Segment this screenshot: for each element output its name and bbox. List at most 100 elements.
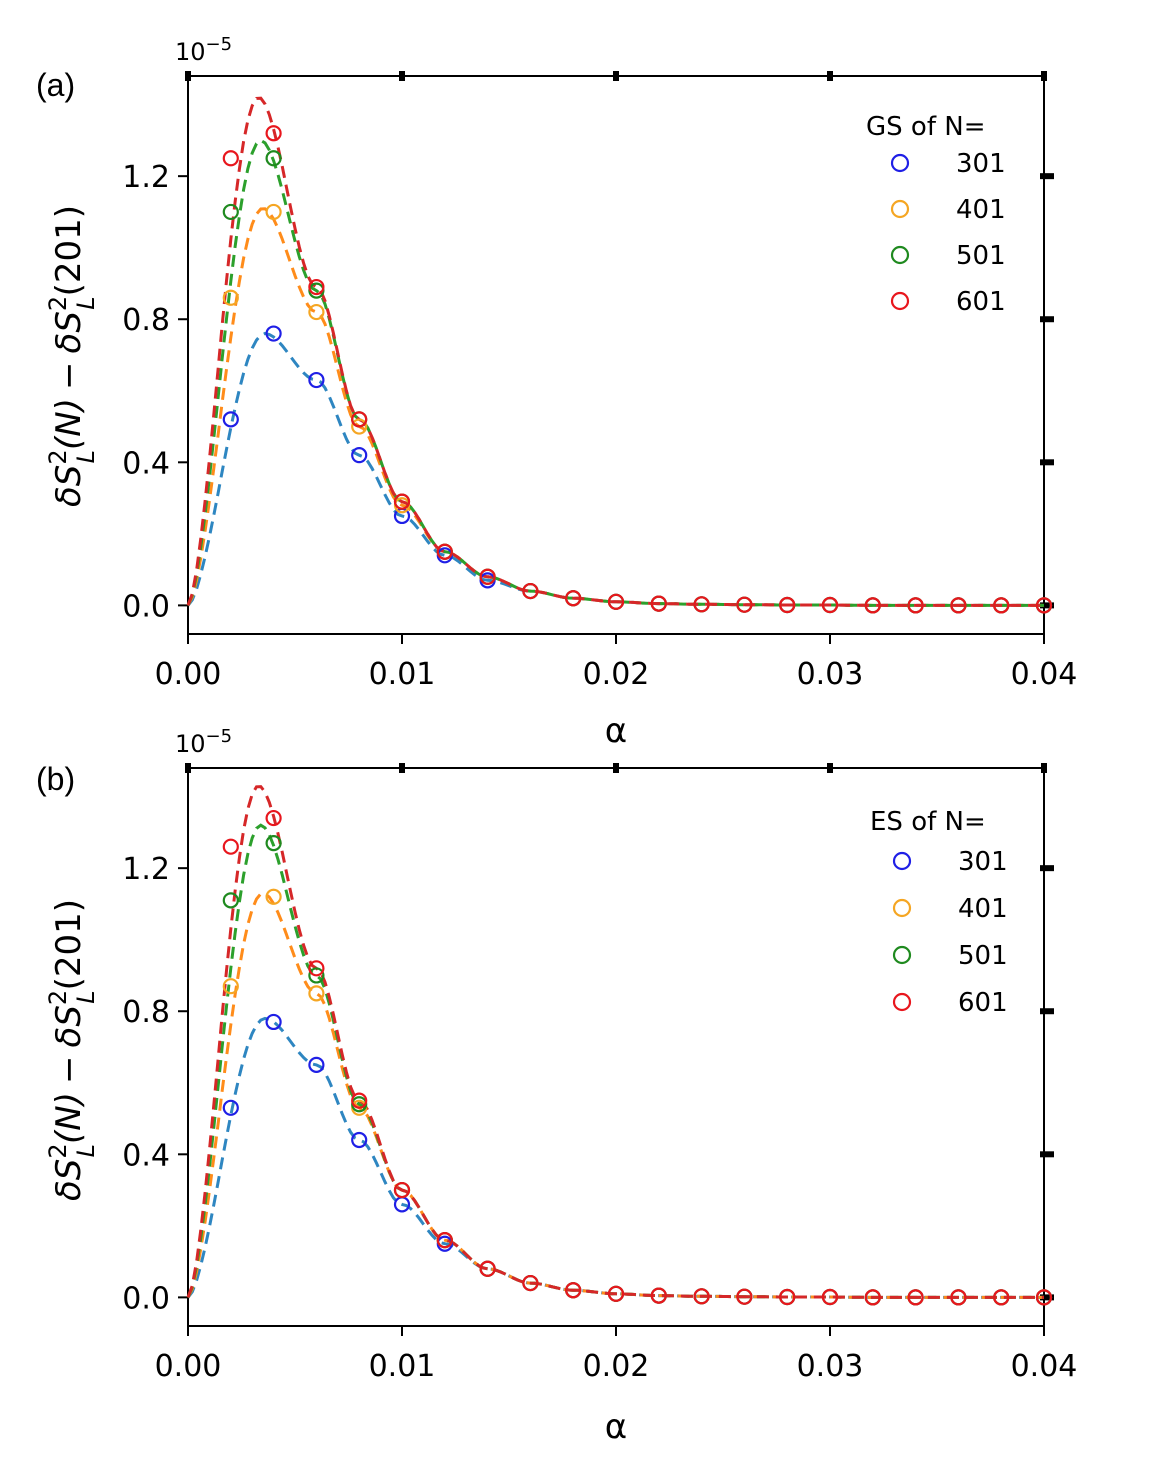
data-point-b-601-11	[693, 1288, 710, 1305]
legend-marker-b-401	[892, 898, 912, 918]
data-point-a-601-11	[693, 596, 710, 613]
fit-curve-b-301	[186, 1016, 1044, 1299]
plot-area-a: 0.00 0.01 0.02 0.03 0.04 0.0 0.4 0.8 1.2	[122, 71, 1077, 692]
data-point-a-601-6	[479, 568, 496, 585]
data-point-a-601-1	[265, 125, 282, 142]
x-tick-label-b-1: 0.01	[369, 1349, 436, 1384]
x-tick-label-b-4: 0.04	[1011, 1349, 1078, 1384]
data-point-b-401-0	[222, 978, 239, 995]
panel-label-a: (a)	[36, 67, 75, 103]
y-tick-label-a-1: 0.4	[122, 446, 170, 481]
y-tick-label-b-0: 0.0	[122, 1281, 170, 1316]
data-point-a-401-2	[308, 303, 325, 321]
legend-label-b-401: 401	[958, 894, 1008, 924]
data-point-a-401-1	[265, 203, 282, 221]
data-point-a-601-0	[222, 150, 239, 167]
plot-area-b: 0.00 0.01 0.02 0.03 0.04 0.0 0.4 0.8 1.2	[122, 763, 1077, 1384]
y-exponent-label-a: 10−5	[175, 34, 232, 66]
data-point-a-601-7	[522, 582, 539, 600]
data-point-b-601-3	[351, 1092, 368, 1109]
panel-b: (b) 10−5 δS2L(N)−δS2L(201) α 0.00 0.01 0.0…	[36, 726, 1077, 1447]
data-point-b-601-2	[308, 960, 325, 977]
legend-label-a-401: 401	[956, 195, 1006, 225]
legend-marker-a-301	[890, 153, 910, 173]
data-point-b-601-18	[993, 1289, 1010, 1306]
data-point-a-301-2	[308, 371, 325, 389]
data-point-a-601-13	[779, 596, 796, 614]
y-tick-label-a-3: 1.2	[122, 160, 170, 195]
data-point-a-601-18	[993, 597, 1010, 614]
data-point-b-601-1	[265, 809, 282, 827]
data-point-b-301-3	[351, 1131, 368, 1149]
fit-curve-a-301	[186, 331, 1044, 607]
y-tick-label-a-0: 0.0	[122, 589, 170, 624]
data-point-b-601-12	[736, 1288, 753, 1305]
data-point-b-601-15	[864, 1289, 881, 1306]
data-point-a-301-3	[351, 447, 368, 464]
data-point-b-601-16	[907, 1289, 924, 1306]
data-point-a-401-0	[222, 289, 239, 306]
data-point-b-501-2	[308, 967, 325, 984]
svg-text:δS2L(N)−δS2L(201): δS2L(N)−δS2L(201)	[44, 899, 100, 1201]
panel-label-b: (b)	[36, 761, 75, 797]
data-point-b-601-5	[436, 1232, 453, 1249]
data-point-a-601-15	[864, 597, 881, 614]
x-tick-label-a-4: 0.04	[1011, 657, 1078, 692]
y-tick-label-b-1: 0.4	[122, 1138, 170, 1173]
y-tick-label-b-3: 1.2	[122, 852, 170, 887]
legend-label-b-601: 601	[958, 988, 1008, 1018]
data-point-a-301-1	[265, 325, 282, 342]
legend-label-a-601: 601	[956, 287, 1006, 317]
legend-label-b-301: 301	[958, 847, 1008, 877]
data-point-a-601-5	[436, 543, 453, 560]
fit-curve-b-501	[186, 823, 1044, 1299]
legend-label-a-301: 301	[956, 149, 1006, 179]
data-point-a-601-16	[907, 597, 924, 614]
data-point-a-501-1	[265, 150, 282, 167]
legend-marker-b-501	[892, 945, 912, 965]
fit-curve-a-401	[186, 207, 1044, 607]
data-point-b-301-1	[265, 1013, 282, 1031]
y-tick-label-b-2: 0.8	[122, 995, 170, 1030]
data-point-b-601-14	[821, 1288, 839, 1306]
fit-curve-a-601	[186, 96, 1044, 607]
fit-curve-a-501	[186, 138, 1044, 607]
legend-a: GS of N= 301 401 501 601	[866, 112, 1006, 317]
data-point-b-601-13	[779, 1288, 796, 1306]
data-point-a-601-2	[308, 278, 325, 296]
data-point-b-301-2	[308, 1056, 325, 1073]
data-point-a-601-4	[393, 493, 411, 510]
data-point-b-501-1	[265, 835, 282, 852]
data-point-b-401-2	[308, 985, 325, 1002]
data-point-b-601-7	[522, 1274, 539, 1292]
data-point-a-301-0	[222, 411, 239, 428]
data-point-a-601-9	[607, 593, 625, 610]
data-point-b-601-8	[565, 1282, 582, 1299]
data-point-b-301-0	[222, 1099, 239, 1116]
data-point-a-401-3	[351, 418, 368, 435]
legend-marker-a-401	[890, 199, 910, 219]
x-tick-label-b-0: 0.00	[155, 1349, 222, 1384]
data-point-b-601-17	[950, 1289, 967, 1306]
svg-text:δS2L(N)−δS2L(201): δS2L(N)−δS2L(201)	[44, 205, 100, 507]
fit-curve-b-601	[186, 785, 1044, 1299]
x-tick-label-a-3: 0.03	[797, 657, 864, 692]
legend-marker-a-501	[890, 245, 910, 265]
x-tick-label-b-2: 0.02	[583, 1349, 650, 1384]
data-point-a-601-19	[1035, 597, 1053, 614]
data-point-b-601-10	[650, 1287, 667, 1304]
legend-label-b-501: 501	[958, 941, 1008, 971]
y-tick-label-a-2: 0.8	[122, 303, 170, 338]
x-tick-label-a-1: 0.01	[369, 657, 436, 692]
data-point-b-401-1	[265, 888, 282, 905]
panel-a: (a) 10−5 δS2L(N)−δS2L(201) α 0.00 0.01 0.0…	[36, 34, 1077, 751]
x-tick-label-a-2: 0.02	[583, 657, 650, 692]
legend-title-b: ES of N=	[870, 807, 986, 837]
x-axis-label-a: α	[605, 711, 627, 751]
y-axis-label-a: δS2L(N)−δS2L(201)	[44, 205, 100, 507]
legend-label-a-501: 501	[956, 241, 1006, 271]
data-point-a-601-14	[821, 596, 839, 614]
legend-marker-b-301	[892, 851, 912, 871]
data-point-a-601-10	[650, 595, 667, 612]
x-tick-label-a-0: 0.00	[155, 657, 222, 692]
